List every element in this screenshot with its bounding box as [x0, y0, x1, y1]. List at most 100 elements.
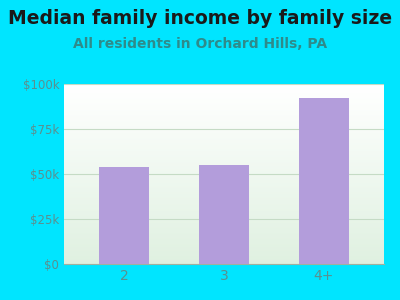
- Text: Median family income by family size: Median family income by family size: [8, 9, 392, 28]
- Bar: [64, 244, 384, 245]
- Bar: [64, 152, 384, 153]
- Bar: [64, 160, 384, 161]
- Bar: [64, 126, 384, 127]
- Bar: [64, 98, 384, 99]
- Bar: [64, 156, 384, 157]
- Bar: [64, 153, 384, 154]
- Bar: [64, 176, 384, 177]
- Bar: [64, 123, 384, 124]
- Bar: [64, 250, 384, 251]
- Bar: [64, 200, 384, 201]
- Bar: [64, 178, 384, 179]
- Bar: [64, 183, 384, 184]
- Bar: [64, 207, 384, 208]
- Bar: [64, 261, 384, 262]
- Bar: [64, 188, 384, 189]
- Bar: [64, 215, 384, 216]
- Bar: [64, 225, 384, 226]
- Bar: [64, 151, 384, 152]
- Bar: [64, 128, 384, 129]
- Bar: [64, 189, 384, 190]
- Bar: [64, 125, 384, 126]
- Bar: [64, 90, 384, 91]
- Bar: [64, 92, 384, 93]
- Bar: [64, 171, 384, 172]
- Bar: [64, 132, 384, 133]
- Bar: [64, 182, 384, 183]
- Bar: [64, 121, 384, 122]
- Bar: [64, 166, 384, 167]
- Bar: [64, 259, 384, 260]
- Bar: [64, 213, 384, 214]
- Bar: [64, 130, 384, 131]
- Bar: [64, 108, 384, 109]
- Bar: [64, 194, 384, 195]
- Bar: [64, 234, 384, 235]
- Bar: [64, 192, 384, 193]
- Bar: [64, 122, 384, 123]
- Bar: [64, 86, 384, 87]
- Bar: [64, 107, 384, 108]
- Bar: [64, 119, 384, 120]
- Bar: [64, 167, 384, 168]
- Bar: [64, 131, 384, 132]
- Bar: [64, 235, 384, 236]
- Bar: [64, 148, 384, 149]
- Bar: [64, 142, 384, 143]
- Bar: [64, 113, 384, 114]
- Bar: [64, 254, 384, 255]
- Bar: [64, 263, 384, 264]
- Bar: [64, 199, 384, 200]
- Bar: [64, 110, 384, 111]
- Bar: [64, 224, 384, 225]
- Bar: [64, 162, 384, 163]
- Bar: [64, 257, 384, 258]
- Bar: [64, 210, 384, 211]
- Bar: [64, 145, 384, 146]
- Bar: [64, 211, 384, 212]
- Bar: [64, 232, 384, 233]
- Bar: [64, 203, 384, 204]
- Bar: [64, 137, 384, 138]
- Bar: [64, 118, 384, 119]
- Bar: [64, 164, 384, 165]
- Bar: [64, 209, 384, 210]
- Bar: [64, 195, 384, 196]
- Bar: [64, 157, 384, 158]
- Bar: [64, 202, 384, 203]
- Text: All residents in Orchard Hills, PA: All residents in Orchard Hills, PA: [73, 38, 327, 52]
- Bar: [64, 150, 384, 151]
- Bar: [64, 165, 384, 166]
- Bar: [64, 97, 384, 98]
- Bar: [64, 168, 384, 169]
- Bar: [64, 219, 384, 220]
- Bar: [64, 146, 384, 147]
- Bar: [64, 243, 384, 244]
- Bar: [64, 158, 384, 159]
- Bar: [64, 154, 384, 155]
- Bar: [64, 186, 384, 187]
- Bar: [64, 160, 384, 161]
- Bar: [64, 220, 384, 221]
- Bar: [64, 139, 384, 140]
- Bar: [64, 236, 384, 237]
- Bar: [64, 206, 384, 207]
- Bar: [64, 149, 384, 150]
- Bar: [64, 229, 384, 230]
- Bar: [64, 124, 384, 125]
- Bar: [64, 191, 384, 192]
- Bar: [64, 175, 384, 176]
- Bar: [64, 109, 384, 110]
- Bar: [64, 205, 384, 206]
- Bar: [64, 246, 384, 247]
- Bar: [99, 167, 149, 264]
- Bar: [64, 169, 384, 170]
- Bar: [64, 84, 384, 85]
- Bar: [64, 222, 384, 223]
- Bar: [64, 198, 384, 199]
- Bar: [64, 102, 384, 103]
- Bar: [64, 216, 384, 217]
- Bar: [64, 133, 384, 134]
- Bar: [64, 190, 384, 191]
- Bar: [64, 239, 384, 240]
